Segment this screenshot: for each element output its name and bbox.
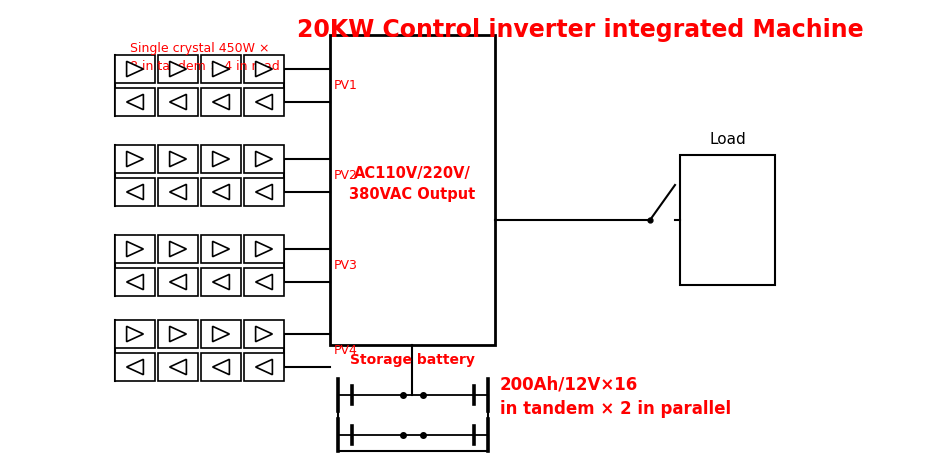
Bar xyxy=(158,353,198,381)
Bar xyxy=(244,145,284,173)
Polygon shape xyxy=(126,274,143,290)
Polygon shape xyxy=(213,274,229,290)
Text: 200Ah/12V×16
in tandem × 2 in parallel: 200Ah/12V×16 in tandem × 2 in parallel xyxy=(499,375,730,418)
Text: Load: Load xyxy=(708,132,745,147)
Polygon shape xyxy=(213,241,229,257)
Text: PV3: PV3 xyxy=(334,259,357,272)
Polygon shape xyxy=(255,326,272,342)
Polygon shape xyxy=(170,151,187,166)
Bar xyxy=(158,235,198,263)
Bar xyxy=(115,235,155,263)
Polygon shape xyxy=(170,359,187,375)
Text: PV2: PV2 xyxy=(334,169,357,182)
Polygon shape xyxy=(213,184,229,199)
Polygon shape xyxy=(170,326,187,342)
Polygon shape xyxy=(170,61,187,77)
Text: PV4: PV4 xyxy=(334,344,357,357)
Polygon shape xyxy=(255,359,272,375)
Bar xyxy=(679,155,774,285)
Polygon shape xyxy=(126,359,143,375)
Bar xyxy=(244,268,284,296)
Bar xyxy=(158,88,198,116)
Bar xyxy=(115,320,155,348)
Polygon shape xyxy=(255,151,272,166)
Bar xyxy=(200,88,240,116)
Polygon shape xyxy=(255,94,272,110)
Text: Storage battery: Storage battery xyxy=(350,353,474,367)
Polygon shape xyxy=(126,151,143,166)
Bar xyxy=(244,88,284,116)
Bar xyxy=(200,145,240,173)
Polygon shape xyxy=(213,151,229,166)
Polygon shape xyxy=(126,94,143,110)
Polygon shape xyxy=(170,184,187,199)
Polygon shape xyxy=(126,184,143,199)
Bar xyxy=(200,353,240,381)
Bar xyxy=(244,353,284,381)
Bar xyxy=(200,178,240,206)
Text: PV1: PV1 xyxy=(334,79,357,92)
Bar xyxy=(158,320,198,348)
Bar xyxy=(200,55,240,83)
Polygon shape xyxy=(170,241,187,257)
Bar xyxy=(158,178,198,206)
Polygon shape xyxy=(213,94,229,110)
Polygon shape xyxy=(255,274,272,290)
Bar xyxy=(244,320,284,348)
Bar xyxy=(200,268,240,296)
Bar xyxy=(115,178,155,206)
Polygon shape xyxy=(213,61,229,77)
Bar xyxy=(158,145,198,173)
Polygon shape xyxy=(255,61,272,77)
Text: AC110V/220V/
380VAC Output: AC110V/220V/ 380VAC Output xyxy=(349,166,475,202)
Text: 20KW Control inverter integrated Machine: 20KW Control inverter integrated Machine xyxy=(296,18,862,42)
Bar xyxy=(329,35,495,345)
Polygon shape xyxy=(170,94,187,110)
Bar xyxy=(115,268,155,296)
Polygon shape xyxy=(126,61,143,77)
Polygon shape xyxy=(170,274,187,290)
Polygon shape xyxy=(126,326,143,342)
Bar xyxy=(115,88,155,116)
Bar xyxy=(158,55,198,83)
Bar xyxy=(244,178,284,206)
Bar xyxy=(244,55,284,83)
Polygon shape xyxy=(255,184,272,199)
Polygon shape xyxy=(213,359,229,375)
Bar xyxy=(115,145,155,173)
Text: Single crystal 450W ×
8 in tandem × 4 in road: Single crystal 450W × 8 in tandem × 4 in… xyxy=(130,42,279,73)
Bar xyxy=(200,235,240,263)
Bar xyxy=(158,268,198,296)
Bar xyxy=(200,320,240,348)
Polygon shape xyxy=(213,326,229,342)
Polygon shape xyxy=(255,241,272,257)
Bar xyxy=(115,353,155,381)
Polygon shape xyxy=(126,241,143,257)
Bar xyxy=(244,235,284,263)
Bar xyxy=(115,55,155,83)
